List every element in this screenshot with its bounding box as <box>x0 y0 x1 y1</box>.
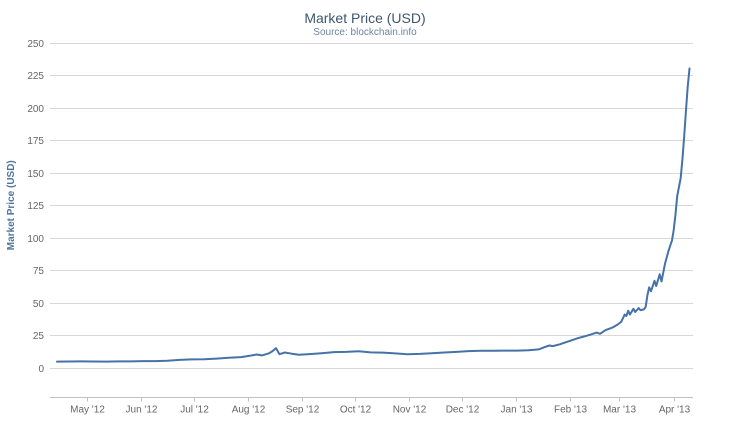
svg-text:150: 150 <box>27 169 44 180</box>
y-grid-lines <box>50 43 693 369</box>
svg-text:Sep '12: Sep '12 <box>286 405 320 416</box>
svg-text:Jan '13: Jan '13 <box>501 405 533 416</box>
svg-text:Jul '12: Jul '12 <box>180 405 209 416</box>
svg-text:Mar '13: Mar '13 <box>603 405 636 416</box>
svg-text:Nov '12: Nov '12 <box>393 405 427 416</box>
svg-text:Jun '12: Jun '12 <box>126 405 158 416</box>
svg-text:Dec '12: Dec '12 <box>446 405 480 416</box>
svg-text:Oct '12: Oct '12 <box>340 405 372 416</box>
svg-text:Feb '13: Feb '13 <box>554 405 587 416</box>
svg-text:May '12: May '12 <box>70 405 105 416</box>
svg-text:75: 75 <box>33 266 45 277</box>
svg-text:0: 0 <box>38 364 44 375</box>
y-axis-title: Market Price (USD) <box>6 160 17 250</box>
x-axis <box>50 397 693 402</box>
svg-text:25: 25 <box>33 331 45 342</box>
price-series-line <box>56 67 691 363</box>
svg-text:100: 100 <box>27 234 44 245</box>
svg-text:125: 125 <box>27 201 44 212</box>
chart-subtitle: Source: blockchain.info <box>313 27 417 38</box>
svg-text:200: 200 <box>27 104 44 115</box>
svg-text:225: 225 <box>27 71 44 82</box>
svg-text:Aug '12: Aug '12 <box>232 405 266 416</box>
svg-text:250: 250 <box>27 39 44 50</box>
svg-text:175: 175 <box>27 136 44 147</box>
chart-title: Market Price (USD) <box>304 10 426 26</box>
x-axis-tick-labels: May '12 Jun '12 Jul '12 Aug '12 Sep '12 Oct '… <box>70 405 690 416</box>
svg-text:50: 50 <box>33 299 45 310</box>
y-axis-tick-labels: 0 25 50 75 100 125 150 175 200 225 250 <box>27 39 44 375</box>
svg-text:Apr '13: Apr '13 <box>659 405 691 416</box>
